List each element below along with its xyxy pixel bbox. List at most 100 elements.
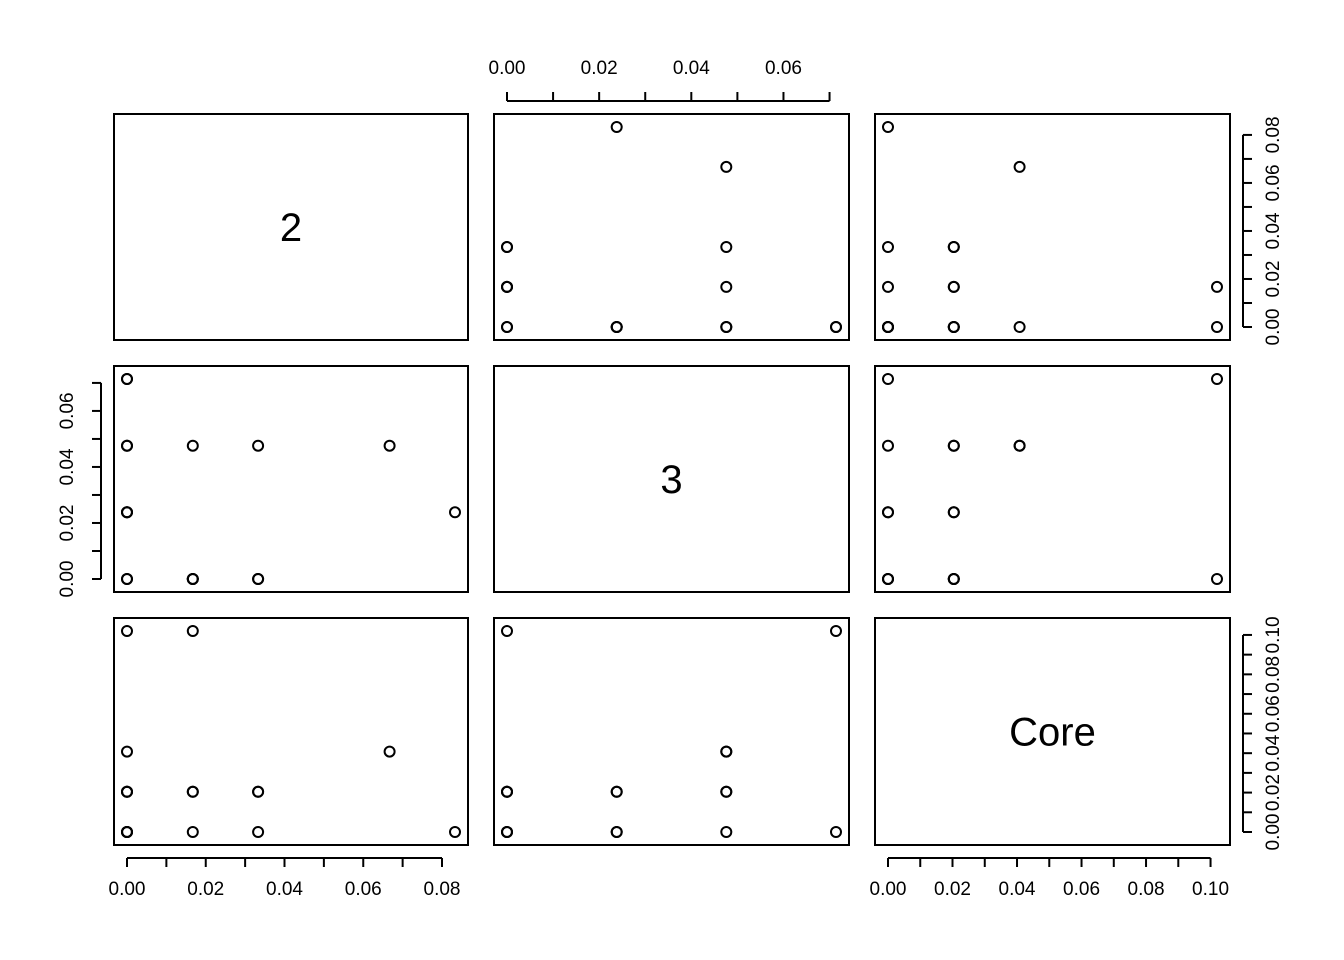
tick-label: 0.02 xyxy=(934,879,971,900)
panel-frame xyxy=(874,113,1231,341)
data-point xyxy=(1013,321,1026,333)
data-point xyxy=(501,280,513,293)
panel-Core-vs-2 xyxy=(113,617,469,846)
data-point xyxy=(1013,439,1026,452)
tick-label: 0.06 xyxy=(765,58,802,79)
data-point xyxy=(882,280,894,293)
data-point xyxy=(947,439,960,452)
data-point xyxy=(501,241,513,253)
data-point xyxy=(186,826,199,838)
data-point xyxy=(720,785,733,798)
data-point xyxy=(610,321,623,333)
data-point xyxy=(720,745,733,758)
data-point xyxy=(186,785,199,798)
data-point xyxy=(121,826,133,838)
data-point xyxy=(501,785,513,798)
right-axis-2: 0.00 0.02 0.04 0.06 0.08 xyxy=(1242,116,1284,346)
tick-label: 0.04 xyxy=(57,448,78,485)
data-point xyxy=(1211,573,1223,585)
data-point xyxy=(449,826,461,838)
data-point xyxy=(720,241,733,253)
data-point xyxy=(882,373,894,385)
tick-label: 0.06 xyxy=(1263,695,1284,732)
top-axis-3: 0.00 0.02 0.04 0.06 xyxy=(489,58,831,102)
tick-label: 0.00 xyxy=(1263,814,1284,851)
data-point xyxy=(720,280,733,293)
tick-label: 0.02 xyxy=(187,879,224,900)
data-point xyxy=(947,321,960,333)
tick-label: 0.00 xyxy=(109,879,146,900)
tick-label: 0.10 xyxy=(1263,616,1284,653)
data-point xyxy=(121,625,133,637)
data-point xyxy=(1211,373,1223,385)
panel-frame xyxy=(874,365,1231,593)
data-point xyxy=(1211,321,1223,333)
tick-label: 0.08 xyxy=(1128,879,1165,900)
tick-label: 0.06 xyxy=(1063,879,1100,900)
panel-3-vs-3: 3 xyxy=(493,365,850,593)
variable-label: Core xyxy=(1009,711,1096,755)
data-point xyxy=(186,625,199,637)
panel-frame xyxy=(113,113,469,341)
data-point xyxy=(252,439,265,452)
data-point xyxy=(501,321,513,333)
panel-Core-vs-3 xyxy=(493,617,850,846)
tick-label: 0.04 xyxy=(673,58,710,79)
data-point xyxy=(501,826,513,838)
tick-label: 0.02 xyxy=(581,58,618,79)
tick-label: 0.02 xyxy=(1263,774,1284,811)
panel-Core-vs-Core: Core xyxy=(874,617,1231,846)
data-point xyxy=(830,321,842,333)
data-point xyxy=(121,573,133,585)
data-point xyxy=(720,826,733,838)
data-point xyxy=(720,321,733,333)
data-point xyxy=(383,745,396,758)
variable-label: 2 xyxy=(280,206,302,250)
data-point xyxy=(121,785,133,798)
panel-3-vs-2 xyxy=(113,365,469,593)
panel-frame xyxy=(493,617,850,846)
tick-label: 0.08 xyxy=(424,879,461,900)
data-point xyxy=(947,506,960,519)
tick-label: 0.02 xyxy=(57,504,78,541)
data-point xyxy=(882,439,894,452)
data-point xyxy=(610,121,623,133)
data-point xyxy=(610,785,623,798)
data-point xyxy=(121,506,133,519)
left-axis-3: 0.00 0.02 0.04 0.06 xyxy=(57,381,102,597)
tick-label: 0.06 xyxy=(57,392,78,429)
data-point xyxy=(947,573,960,585)
panel-frame xyxy=(493,365,850,593)
tick-label: 0.04 xyxy=(1263,212,1284,249)
panel-2-vs-3 xyxy=(493,113,850,341)
data-point xyxy=(882,241,894,253)
bottom-axis-2: 0.00 0.02 0.04 0.06 0.08 xyxy=(109,857,461,900)
tick-label: 0.04 xyxy=(266,879,303,900)
tick-label: 0.06 xyxy=(1263,164,1284,201)
data-point xyxy=(882,506,894,519)
data-point xyxy=(501,625,513,637)
data-point xyxy=(720,160,733,173)
tick-label: 0.00 xyxy=(870,879,907,900)
tick-label: 0.08 xyxy=(1263,656,1284,693)
data-point xyxy=(1211,280,1223,293)
data-point xyxy=(383,439,396,452)
data-point xyxy=(947,280,960,293)
right-axis-Core: 0.00 0.02 0.040.060.08 0.10 xyxy=(1242,616,1284,851)
data-point xyxy=(186,573,199,585)
tick-label: 0.08 xyxy=(1263,116,1284,153)
panels-layer: 2 3 Core xyxy=(113,113,1231,846)
data-point xyxy=(882,321,894,333)
data-point xyxy=(186,439,199,452)
tick-label: 0.00 xyxy=(1263,309,1284,346)
data-point xyxy=(947,241,960,253)
data-point xyxy=(830,826,842,838)
bottom-axis-Core: 0.00 0.02 0.04 0.06 0.08 0.10 xyxy=(870,857,1229,900)
panel-2-vs-2: 2 xyxy=(113,113,469,341)
panel-3-vs-Core xyxy=(874,365,1231,593)
tick-label: 0.06 xyxy=(345,879,382,900)
data-point xyxy=(252,573,265,585)
axes-layer: 0.00 0.02 0.04 0.060.00 0.02 0.04 0.06 0.08 0.00… xyxy=(57,58,1284,900)
data-point xyxy=(252,785,265,798)
